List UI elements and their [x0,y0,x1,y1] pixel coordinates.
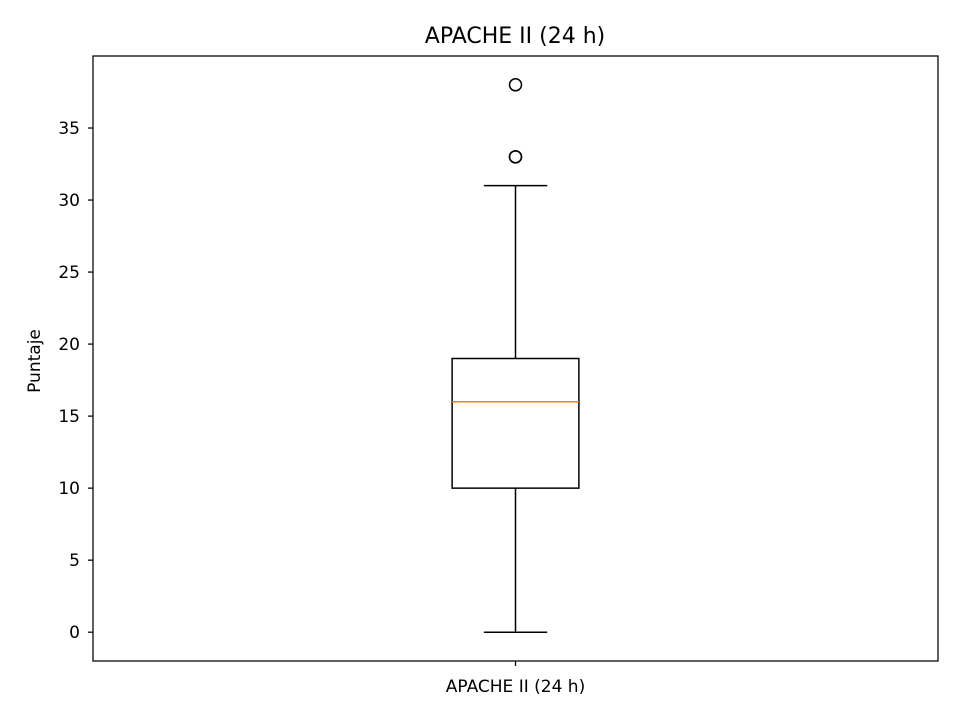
y-tick-label: 0 [69,623,80,643]
y-tick-label: 25 [58,263,80,283]
y-tick-label: 5 [69,551,80,571]
y-tick-label: 20 [58,335,80,355]
y-tick-label: 10 [58,479,80,499]
box-marks [451,78,580,633]
x-axis-ticks: APACHE II (24 h) [446,661,585,697]
y-axis-label: Puntaje [25,329,45,393]
outlier-point [508,150,523,164]
chart-title: APACHE II (24 h) [425,24,605,49]
iqr-box [451,357,580,489]
y-tick-label: 30 [58,191,80,211]
y-tick-label: 35 [58,119,80,139]
outlier-point [508,78,523,92]
y-tick-label: 15 [58,407,80,427]
x-tick-label: APACHE II (24 h) [446,677,585,697]
plot-frame [92,55,939,662]
y-axis-ticks: 0 5 10 15 20 25 30 35 [58,119,93,643]
